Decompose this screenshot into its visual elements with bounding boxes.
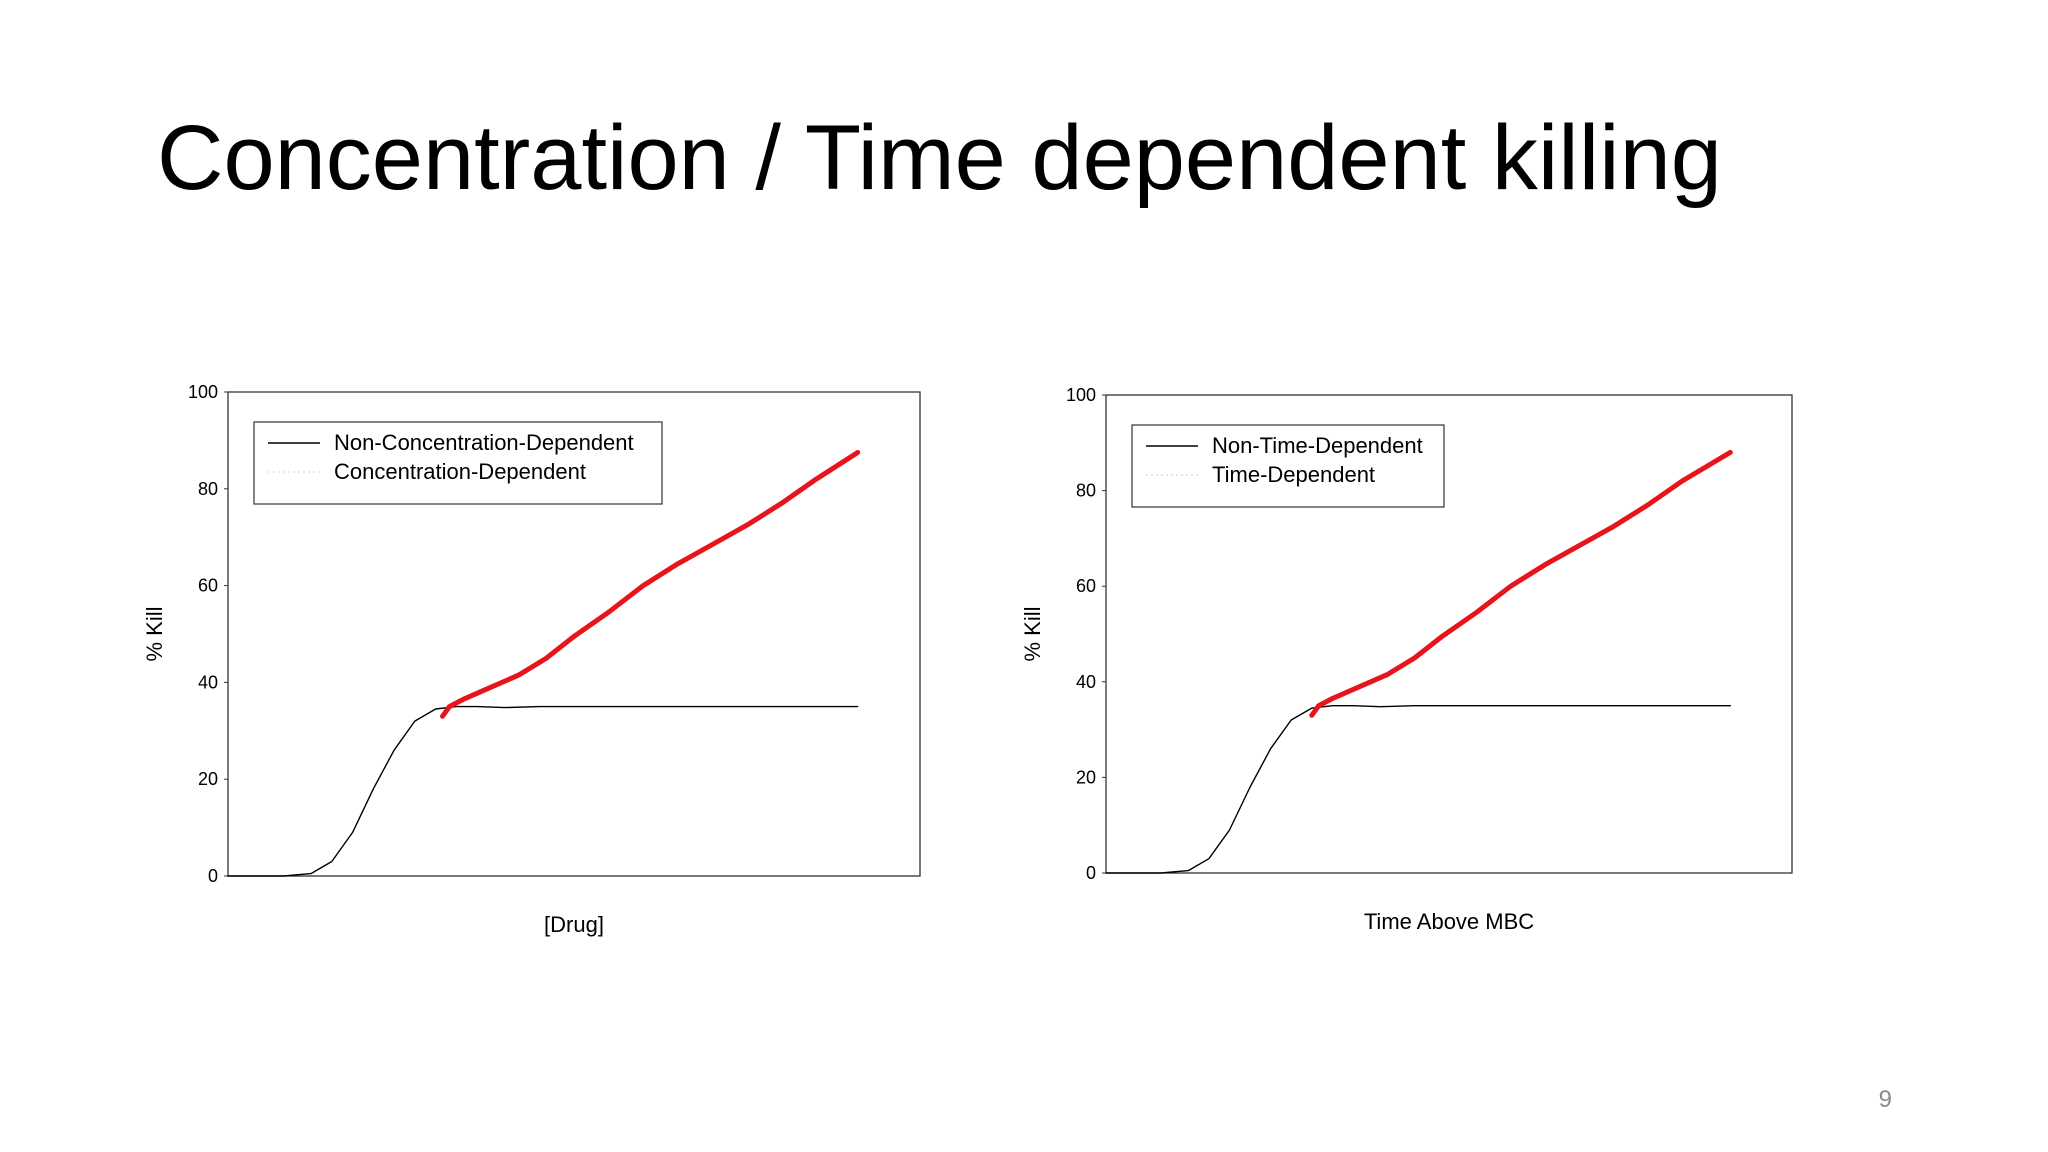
y-tick-label: 0 [1086, 863, 1096, 883]
y-tick-label: 40 [1076, 672, 1096, 692]
y-tick-label: 20 [1076, 767, 1096, 787]
dependent-series-line [440, 450, 861, 719]
legend-box [253, 421, 663, 505]
y-tick-label: 60 [1076, 576, 1096, 596]
page-number: 9 [1878, 1086, 1892, 1113]
y-tick-label: 100 [1066, 385, 1096, 405]
plateau-series-line [1105, 705, 1731, 874]
legend-entry: Non-Concentration-Dependent [334, 430, 634, 455]
chart-drug-kill: 0 20 40 60 80 100 % Kill [Drug] Non-Concentratio… [142, 382, 921, 937]
y-tick-label: 40 [198, 672, 218, 692]
y-axis-label: % Kill [1020, 606, 1045, 661]
y-tick-label: 80 [1076, 481, 1096, 501]
x-axis-label: Time Above MBC [1364, 909, 1534, 934]
legend-entry: Time-Dependent [1212, 462, 1375, 487]
slide-title: Concentration / Time dependent killing [157, 107, 1722, 209]
y-tick-label: 100 [188, 382, 218, 402]
dependent-series-line [1309, 449, 1733, 718]
y-tick-label: 20 [198, 769, 218, 789]
legend-box [1131, 424, 1445, 508]
x-axis-label: [Drug] [544, 912, 604, 937]
y-tick-label: 0 [208, 866, 218, 886]
legend-entry: Non-Time-Dependent [1212, 433, 1423, 458]
legend-entry: Concentration-Dependent [334, 459, 586, 484]
y-tick-label: 60 [198, 576, 218, 596]
chart-time-kill: 0 20 40 60 80 100 % Kill Time Above MBC Non-Time… [1020, 385, 1793, 934]
y-axis-label: % Kill [142, 606, 167, 661]
y-tick-label: 80 [198, 479, 218, 499]
